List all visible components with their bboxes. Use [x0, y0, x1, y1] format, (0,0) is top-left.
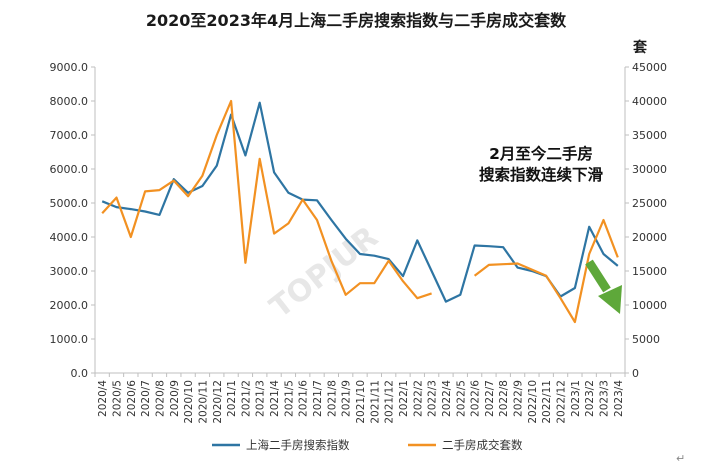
x-tick-label: 2022/8: [498, 380, 510, 417]
x-tick-label: 2023/4: [613, 380, 625, 417]
x-tick-label: 2022/10: [527, 380, 539, 424]
x-tick-label: 2023/2: [584, 380, 596, 417]
x-tick-label: 2022/5: [455, 380, 467, 417]
left-tick-label: 5000.0: [50, 197, 89, 210]
x-tick-label: 2020/10: [183, 380, 195, 424]
left-tick-label: 0.0: [71, 367, 89, 380]
right-axis-ticks: 0 5000 10000 15000 20000 25000 30000 35000 40000…: [625, 61, 667, 380]
series-line-deals: [101, 99, 619, 324]
watermark-logo: TOPJUR: [264, 220, 385, 326]
x-tick-label: 2021/7: [312, 380, 324, 417]
x-tick-label: 2020/7: [140, 380, 152, 417]
x-tick-label: 2022/7: [484, 380, 496, 417]
paragraph-mark: ↵: [676, 452, 685, 465]
x-tick-label: 2020/5: [111, 380, 123, 417]
left-tick-label: 9000.0: [50, 61, 89, 74]
right-tick-label: 45000: [632, 61, 667, 74]
x-tick-label: 2020/8: [154, 380, 166, 417]
right-tick-label: 25000: [632, 197, 667, 210]
right-axis-unit: 套: [633, 39, 647, 56]
left-tick-label: 8000.0: [50, 95, 89, 108]
left-axis-ticks: 0.0 1000.0 2000.0 3000.0 4000.0 5000.0 6000.0 7…: [50, 61, 95, 380]
right-tick-label: 0: [632, 367, 639, 380]
left-tick-label: 1000.0: [50, 333, 89, 346]
right-tick-label: 20000: [632, 231, 667, 244]
series-lines: [101, 99, 619, 324]
x-tick-label: 2023/1: [570, 380, 582, 417]
x-tick-label: 2021/4: [269, 380, 281, 417]
x-tick-label: 2022/4: [441, 380, 453, 417]
series-line-search-index: [101, 101, 619, 303]
right-tick-label: 30000: [632, 163, 667, 176]
x-tick-label: 2022/2: [412, 380, 424, 417]
right-tick-label: 15000: [632, 265, 667, 278]
x-tick-label: 2020/4: [97, 380, 109, 417]
x-tick-label: 2021/9: [341, 380, 353, 417]
x-tick-label: 2021/12: [384, 380, 396, 424]
x-tick-label: 2021/1: [226, 380, 238, 417]
chart-title: 2020至2023年4月上海二手房搜索指数与二手房成交套数: [146, 11, 567, 30]
left-tick-label: 2000.0: [50, 299, 89, 312]
x-tick-label: 2023/3: [599, 380, 611, 417]
x-tick-label: 2021/3: [255, 380, 267, 417]
annotation-line-2: 搜索指数连续下滑: [479, 165, 604, 184]
x-tick-label: 2020/6: [126, 380, 138, 417]
legend: 上海二手房搜索指数 二手房成交套数: [212, 438, 523, 452]
x-tick-label: 2021/5: [283, 380, 295, 417]
x-tick-label: 2022/1: [398, 380, 410, 417]
left-tick-label: 3000.0: [50, 265, 89, 278]
x-tick-label: 2021/8: [326, 380, 338, 417]
x-tick-label: 2022/9: [513, 380, 525, 417]
x-axis-ticks: 2020/4 2020/5 2020/6 2020/7 2020/8 2020/9 2020…: [94, 373, 626, 424]
x-tick-label: 2022/3: [427, 380, 439, 417]
x-tick-label: 2021/10: [355, 380, 367, 424]
x-tick-label: 2022/11: [541, 380, 553, 424]
right-tick-label: 40000: [632, 95, 667, 108]
right-tick-label: 35000: [632, 129, 667, 142]
legend-label-search: 上海二手房搜索指数: [246, 438, 350, 452]
right-tick-label: 10000: [632, 299, 667, 312]
x-tick-label: 2022/6: [470, 380, 482, 417]
left-tick-label: 7000.0: [50, 129, 89, 142]
annotation-line-1: 2月至今二手房: [489, 144, 593, 163]
x-tick-label: 2020/9: [169, 380, 181, 417]
x-tick-label: 2020/12: [212, 380, 224, 424]
x-tick-label: 2022/12: [556, 380, 568, 424]
left-tick-label: 4000.0: [50, 231, 89, 244]
right-tick-label: 5000: [632, 333, 660, 346]
x-tick-label: 2021/6: [298, 380, 310, 417]
x-tick-label: 2020/11: [197, 380, 209, 424]
left-tick-label: 6000.0: [50, 163, 89, 176]
legend-label-deals: 二手房成交套数: [442, 438, 523, 452]
x-tick-label: 2021/11: [369, 380, 381, 424]
x-tick-label: 2021/2: [240, 380, 252, 417]
down-arrow-icon: [585, 259, 622, 314]
